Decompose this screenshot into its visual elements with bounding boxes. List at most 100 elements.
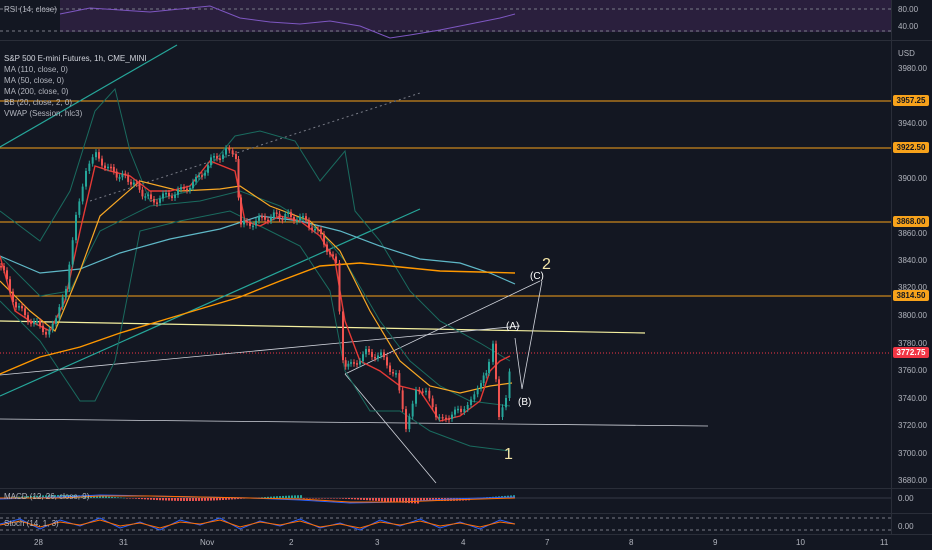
candle-body — [445, 417, 447, 420]
price-axis[interactable]: USD 3980.00 3940.00 3900.00 3860.00 3840… — [891, 41, 932, 488]
candle-body — [383, 352, 385, 358]
macd-histogram-bar — [117, 497, 119, 498]
candle-body — [261, 216, 263, 218]
currency-label: USD — [898, 49, 915, 58]
rsi-band — [60, 0, 892, 32]
macd-histogram-bar — [141, 498, 143, 500]
macd-histogram-bar — [276, 496, 278, 498]
legend-vwap[interactable]: VWAP (Session, hlc3) — [4, 109, 83, 118]
ma200-line — [0, 262, 516, 375]
candle-body — [463, 409, 466, 413]
macd-histogram-bar — [273, 496, 275, 498]
macd-histogram-bar — [381, 498, 383, 502]
candle-body — [454, 409, 456, 415]
candle-body — [252, 225, 254, 228]
candle-body — [12, 291, 14, 302]
candle-body — [51, 323, 54, 330]
macd-histogram-bar — [138, 498, 140, 499]
candle-body — [159, 198, 161, 203]
macd-histogram-bar — [387, 498, 389, 502]
macd-histogram-bar — [378, 498, 380, 502]
macd-pane[interactable]: MACD (12, 26, close, 9) — [0, 489, 892, 513]
macd-axis[interactable]: 0.00 — [891, 489, 932, 513]
macd-histogram-bar — [405, 498, 407, 503]
level-tag: 3957.25 — [893, 95, 929, 106]
price-tick: 3860.00 — [898, 229, 927, 238]
macd-histogram-bar — [165, 498, 167, 501]
macd-histogram-bar — [354, 498, 356, 500]
macd-histogram-bar — [348, 498, 350, 500]
macd-histogram-bar — [147, 498, 149, 500]
macd-histogram-bar — [333, 498, 335, 499]
candle-body — [9, 279, 11, 292]
candle-body — [104, 165, 106, 169]
candle-body — [42, 325, 44, 333]
legend-bb[interactable]: BB (20, close, 2, 0) — [4, 98, 73, 107]
stoch-pane[interactable]: Stoch (14, 1, 3) — [0, 514, 892, 534]
candle-body — [24, 308, 26, 316]
candle-body — [380, 352, 382, 356]
macd-histogram-bar — [201, 498, 203, 501]
candle-body — [141, 189, 144, 197]
wave-label-2: 2 — [542, 256, 551, 273]
macd-histogram-bar — [198, 498, 200, 501]
stoch-legend: Stoch (14, 1, 3) — [4, 519, 59, 528]
candle-body — [45, 332, 47, 335]
ma110-line — [0, 215, 516, 285]
candle-body — [448, 418, 450, 420]
candle-body — [115, 171, 118, 178]
candle-body — [231, 150, 234, 155]
macd-histogram-bar — [123, 497, 125, 499]
candle-body — [204, 172, 206, 176]
price-tick: 3800.00 — [898, 311, 927, 320]
candle-body — [156, 202, 158, 204]
candle-body — [353, 362, 355, 364]
rsi-line — [59, 5, 516, 39]
legend-ma110[interactable]: MA (110, close, 0) — [4, 65, 68, 74]
legend-ma50[interactable]: MA (50, close, 0) — [4, 76, 65, 85]
macd-histogram-bar — [306, 498, 308, 499]
macd-histogram-bar — [315, 498, 317, 499]
pane-separator[interactable] — [0, 513, 932, 514]
candle-body — [36, 321, 38, 323]
candle-body — [347, 363, 350, 367]
macd-histogram-bar — [144, 498, 146, 500]
macd-histogram-bar — [240, 498, 242, 499]
pane-separator[interactable] — [0, 534, 932, 535]
price-tick: 3900.00 — [898, 174, 927, 183]
macd-histogram-bar — [33, 495, 35, 498]
candle-body — [153, 198, 155, 203]
macd-histogram-bar — [36, 495, 38, 498]
candle-body — [201, 175, 203, 177]
candle-body — [308, 220, 310, 228]
price-pane[interactable]: 2 1 (C) (A) (B) S&P 500 E-mini Futures, … — [0, 41, 892, 488]
rsi-axis[interactable]: 80.00 40.00 — [891, 0, 932, 40]
stoch-axis[interactable]: 0.00 — [891, 514, 932, 534]
candle-body — [314, 228, 316, 231]
candle-body — [492, 343, 494, 362]
macd-histogram-bar — [297, 495, 299, 498]
time-axis[interactable]: 28 31 Nov 2 3 4 7 8 9 10 11 — [0, 535, 892, 550]
legend-symbol[interactable]: S&P 500 E-mini Futures, 1h, CME_MINI — [4, 54, 147, 63]
macd-histogram-bar — [300, 495, 302, 498]
candle-body — [362, 354, 364, 362]
candle-body — [71, 240, 74, 265]
macd-histogram-bar — [168, 498, 170, 501]
candle-body — [302, 216, 304, 218]
macd-histogram-bar — [207, 498, 209, 501]
pane-separator[interactable] — [0, 488, 932, 489]
candle-body — [240, 197, 242, 225]
candle-body — [335, 256, 337, 263]
stoch-chart — [0, 517, 892, 531]
legend-ma200[interactable]: MA (200, close, 0) — [4, 87, 69, 96]
rsi-pane[interactable]: RSI (14, close) — [0, 0, 892, 40]
stoch-tick: 0.00 — [898, 522, 914, 531]
macd-histogram-bar — [219, 498, 221, 501]
candle-body — [421, 391, 424, 393]
macd-histogram-bar — [336, 498, 338, 499]
macd-histogram-bar — [393, 498, 395, 503]
trendline-white — [0, 325, 521, 376]
pane-separator[interactable] — [0, 40, 932, 41]
candle-body — [243, 221, 245, 225]
macd-histogram-bar — [177, 498, 179, 501]
